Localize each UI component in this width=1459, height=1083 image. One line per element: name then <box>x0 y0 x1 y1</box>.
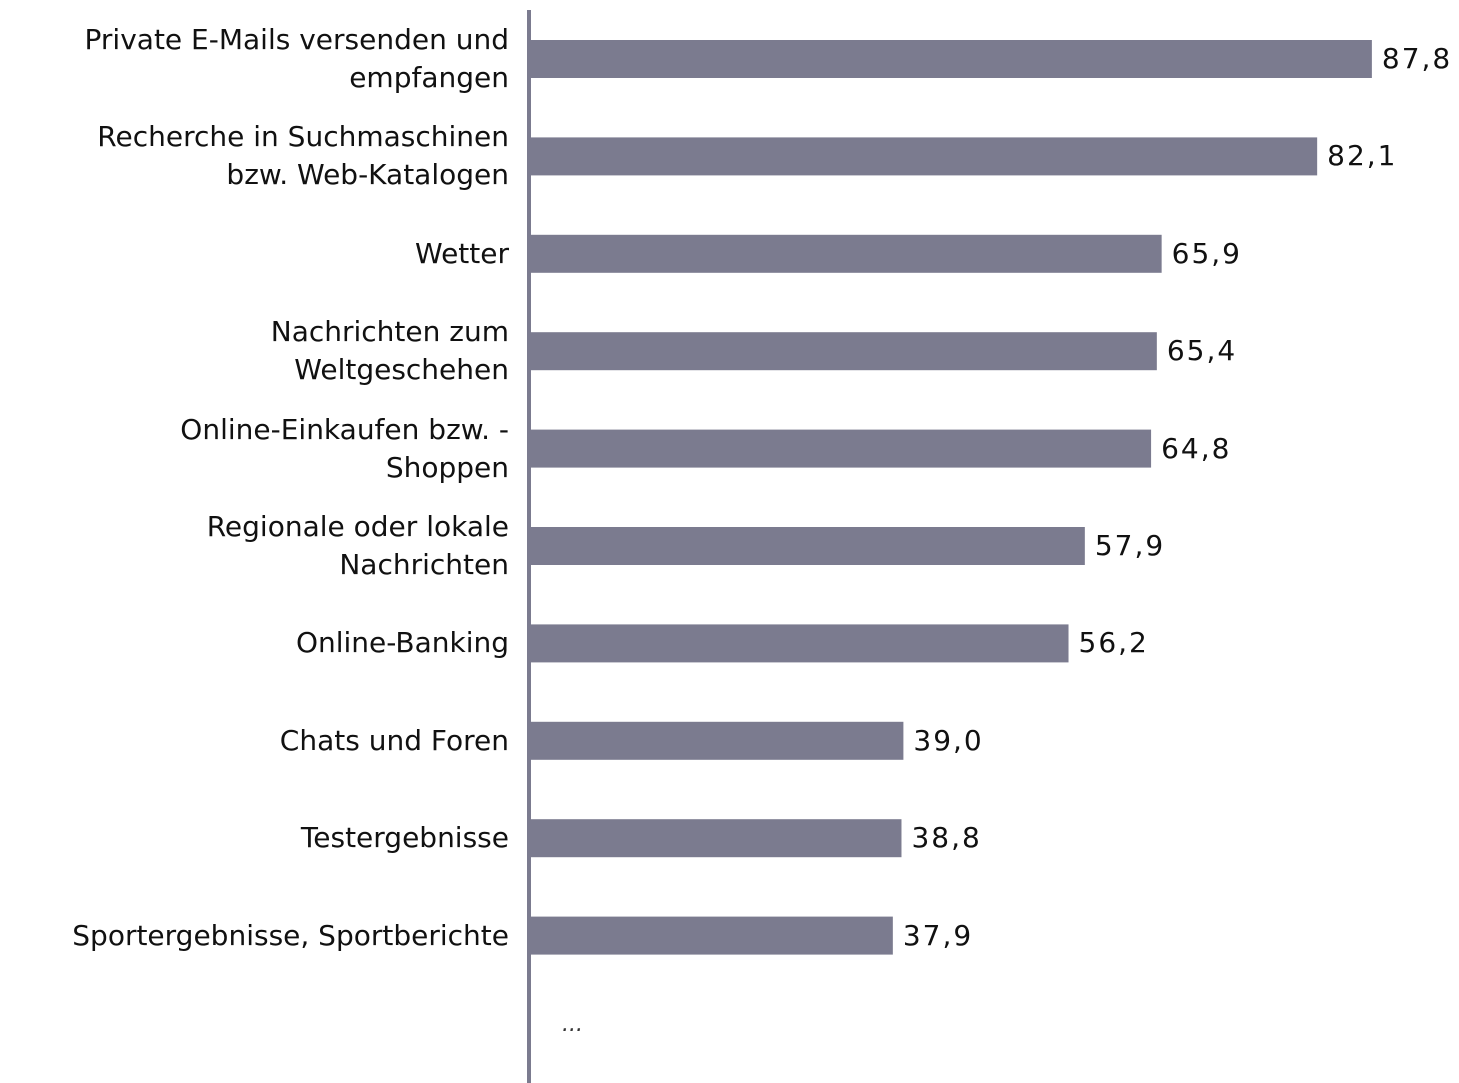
value-label: 37,9 <box>902 918 974 952</box>
category-label: Private E-Mails versenden und empfangen <box>84 23 509 94</box>
value-label: 56,2 <box>1078 626 1149 660</box>
value-label: 38,8 <box>911 821 982 855</box>
bar <box>529 40 1372 78</box>
bar <box>529 721 904 760</box>
bar <box>529 916 893 955</box>
category-label: Testergebnisse <box>300 821 509 855</box>
category-label: Online-Banking <box>295 626 509 660</box>
category-label: Sportergebnisse, Sportberichte <box>72 918 509 952</box>
bar <box>529 137 1318 176</box>
category-label: Chats und Foren <box>279 723 509 757</box>
category-label: Regionale oder lokale Nachrichten <box>206 510 509 581</box>
annotation: ... <box>562 1012 583 1037</box>
value-label: 39,0 <box>913 723 984 757</box>
bar <box>529 527 1085 565</box>
category-label: Online-Einkaufen bzw. - Shoppen <box>180 412 509 484</box>
value-label: 57,9 <box>1094 529 1166 562</box>
bar <box>529 819 902 858</box>
category-label: Recherche in Suchmaschinen bzw. Web-Kata… <box>97 120 509 192</box>
category-label: Nachrichten zum Weltgeschehen <box>270 315 509 387</box>
value-label: 64,8 <box>1161 431 1232 465</box>
bar <box>529 234 1162 273</box>
bar <box>529 332 1157 371</box>
bar <box>529 624 1069 663</box>
value-label: 87,8 <box>1381 42 1453 75</box>
value-label: 65,9 <box>1171 236 1242 270</box>
value-label: 65,4 <box>1166 334 1238 368</box>
bar <box>529 429 1152 468</box>
category-label: Wetter <box>415 236 509 270</box>
value-label: 82,1 <box>1327 139 1398 173</box>
